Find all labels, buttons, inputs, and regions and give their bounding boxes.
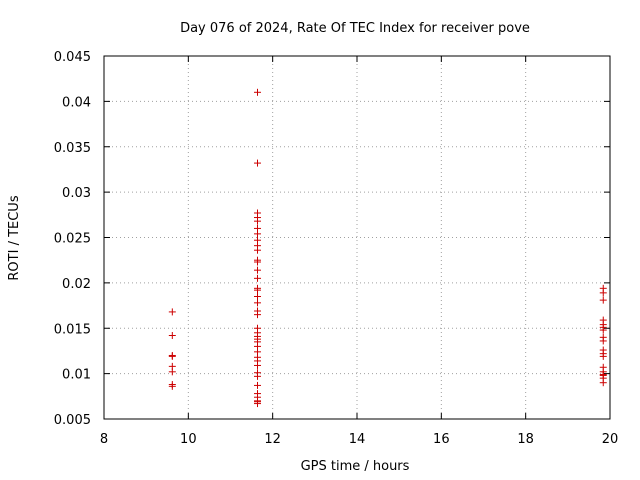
y-axis-title: ROTI / TECUs — [7, 195, 22, 280]
data-point — [253, 381, 261, 389]
data-point — [253, 361, 261, 369]
data-point — [168, 352, 176, 360]
data-point — [253, 311, 261, 319]
y-tick-label: 0.005 — [54, 413, 91, 428]
y-tick-label: 0.035 — [54, 141, 91, 156]
data-point — [599, 352, 607, 360]
y-tick-labels: 0.005 0.01 0.015 0.02 0.025 0.03 0.035 0.04 0.04… — [54, 50, 91, 428]
data-point — [253, 246, 261, 254]
data-point — [599, 296, 607, 304]
x-tick-label: 10 — [180, 432, 197, 447]
data-point — [253, 274, 261, 282]
data-point — [253, 299, 261, 307]
data-point — [253, 217, 261, 225]
y-tick-label: 0.01 — [62, 368, 91, 383]
data-point — [253, 286, 261, 294]
data-point — [168, 382, 176, 390]
data-point — [599, 337, 607, 345]
data-point — [253, 398, 261, 406]
data-point — [599, 326, 607, 334]
y-tick-label: 0.025 — [54, 232, 91, 247]
data-points — [168, 88, 607, 408]
data-point — [253, 88, 261, 96]
x-tick-label: 16 — [433, 432, 450, 447]
y-tick-label: 0.04 — [62, 95, 91, 110]
data-point — [168, 368, 176, 376]
data-point — [168, 332, 176, 340]
x-tick-label: 8 — [100, 432, 108, 447]
x-axis-title: GPS time / hours — [301, 459, 410, 474]
x-tick-label: 18 — [517, 432, 534, 447]
x-tick-label: 14 — [349, 432, 366, 447]
x-tick-labels: 8 10 12 14 16 18 20 — [100, 432, 618, 447]
data-point — [253, 266, 261, 274]
data-point — [253, 258, 261, 266]
y-tick-label: 0.02 — [62, 277, 91, 292]
chart-title: Day 076 of 2024, Rate Of TEC Index for r… — [180, 21, 530, 36]
data-point — [253, 230, 261, 238]
x-tick-label: 12 — [264, 432, 281, 447]
data-point — [599, 379, 607, 387]
axis-ticks — [103, 55, 611, 420]
x-tick-label: 20 — [602, 432, 619, 447]
y-tick-label: 0.03 — [62, 186, 91, 201]
grid-lines — [104, 56, 610, 419]
data-point — [253, 372, 261, 380]
data-point — [253, 292, 261, 300]
data-point — [253, 159, 261, 167]
data-point — [168, 308, 176, 316]
y-tick-label: 0.045 — [54, 50, 91, 65]
y-tick-label: 0.015 — [54, 322, 91, 337]
data-point — [599, 289, 607, 297]
